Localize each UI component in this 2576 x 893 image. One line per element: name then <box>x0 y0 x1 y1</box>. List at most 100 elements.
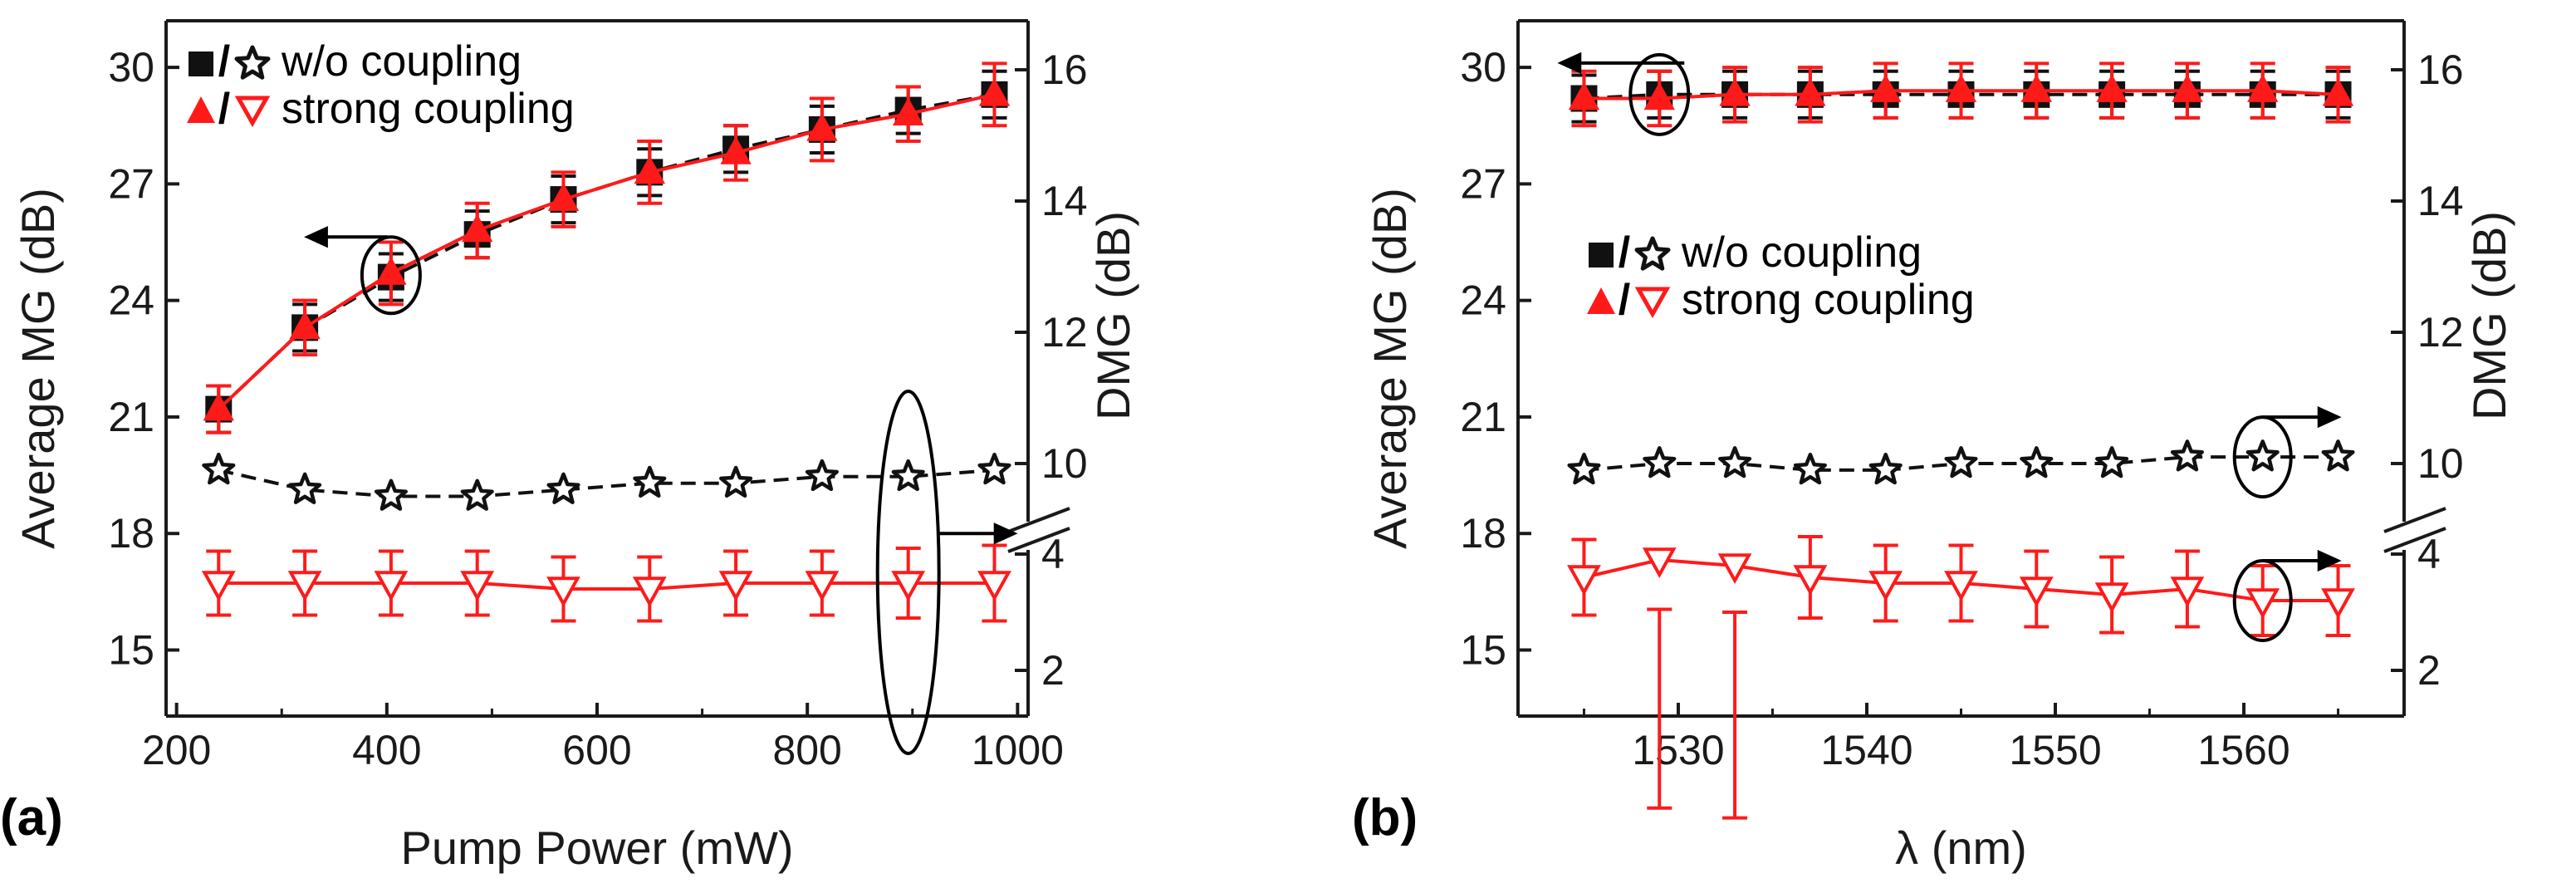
data-point <box>720 136 752 164</box>
x-tick-label: 200 <box>142 727 211 773</box>
y-left-axis-label: Average MG (dB) <box>1364 188 1416 549</box>
data-point <box>460 571 495 601</box>
data-point <box>374 571 409 601</box>
series-line <box>218 581 995 591</box>
y-left-tick-label: 30 <box>1460 44 1506 91</box>
data-point <box>1643 446 1677 478</box>
data-point <box>2322 77 2354 106</box>
x-tick-label: 400 <box>352 727 421 773</box>
data-point <box>461 213 493 243</box>
open-star-marker-icon <box>1634 236 1671 271</box>
y-left-tick-label: 15 <box>108 627 154 674</box>
data-point <box>202 452 236 485</box>
legend-separator: / <box>218 85 230 133</box>
legend-label-wo-coupling: w/o coupling <box>281 37 522 86</box>
data-point <box>1643 81 1675 110</box>
y-right-tick-label: 12 <box>2417 309 2464 356</box>
data-point <box>2170 577 2205 607</box>
y-left-tick-label: 30 <box>108 44 154 91</box>
data-point <box>1944 571 1978 601</box>
x-tick-label: 1530 <box>1632 727 1724 773</box>
y-right-axis-label: DMG (dB) <box>1087 211 1139 420</box>
data-point <box>806 113 838 141</box>
legend: / w/o coupling / strong coupling <box>1587 228 1975 324</box>
data-point <box>2321 439 2355 472</box>
y-right-tick-label: 2 <box>1041 647 1065 694</box>
data-point <box>1717 553 1752 584</box>
y-left-tick-label: 27 <box>108 160 154 207</box>
data-point <box>1944 446 1978 478</box>
y-left-tick-label: 18 <box>108 510 154 557</box>
y-right-tick-label: 4 <box>1041 531 1065 577</box>
series-line <box>218 468 995 498</box>
axis-break-mark <box>2383 507 2446 533</box>
data-point <box>1568 81 1600 110</box>
data-point <box>633 465 667 498</box>
data-point <box>1868 571 1903 601</box>
axis-pointer-annotations <box>304 226 1018 755</box>
data-point <box>977 571 1011 601</box>
data-point <box>2321 588 2355 619</box>
data-point <box>977 452 1011 485</box>
data-point <box>1567 452 1601 485</box>
ellipse-annotation <box>360 235 422 316</box>
x-axis-label: λ (nm) <box>1895 822 2027 874</box>
x-tick-label: 1540 <box>1820 727 1912 773</box>
open-down-triangle-marker-icon <box>1634 287 1671 319</box>
data-point <box>460 478 494 511</box>
ellipse-annotation <box>875 389 941 755</box>
data-point <box>203 392 234 421</box>
x-axis-label: Pump Power (mW) <box>401 822 794 874</box>
data-point <box>1869 74 1902 102</box>
data-point <box>1718 446 1752 478</box>
y-right-tick-label: 10 <box>1041 440 1088 487</box>
data-point <box>1567 565 1601 596</box>
axis-break-mark <box>1007 527 1070 553</box>
arrow-head-icon <box>2317 549 2342 572</box>
y-right-axis-label: DMG (dB) <box>2463 211 2515 420</box>
series-line <box>217 92 995 411</box>
data-point <box>547 183 580 211</box>
y-right-tick-label: 16 <box>1041 47 1088 93</box>
series-w-o-coupling-dmg <box>1567 439 2355 485</box>
panel-label: (a) <box>0 789 63 846</box>
panel-b-chart: 1530 1540 1550 15601518212427302410121416λ … <box>1352 19 2515 874</box>
y-left-tick-label: 27 <box>1460 160 1506 207</box>
filled-square-marker-icon <box>1589 243 1614 267</box>
series-strong-coupling-dmg <box>1567 535 2355 820</box>
filled-square-marker-icon <box>189 52 213 76</box>
data-point <box>978 77 1011 106</box>
data-point <box>634 155 665 184</box>
y-right-tick-label: 10 <box>2417 440 2464 487</box>
y-right-tick-label: 14 <box>2417 178 2464 224</box>
y-left-tick-label: 15 <box>1460 627 1506 674</box>
data-point <box>1793 565 1828 596</box>
legend-separator: / <box>1619 228 1630 277</box>
legend-label-strong-coupling: strong coupling <box>1682 276 1975 324</box>
data-point <box>375 257 407 285</box>
data-point <box>1795 77 1826 106</box>
y-right-tick-label: 16 <box>2417 47 2464 93</box>
data-point <box>2245 439 2280 472</box>
x-tick-label: 1550 <box>2009 727 2101 773</box>
data-point <box>374 478 408 511</box>
data-point <box>891 571 926 601</box>
series-w-o-coupling-dmg <box>202 452 1011 511</box>
x-tick-label: 800 <box>772 727 841 773</box>
axis-break-mark <box>2383 527 2446 553</box>
data-point <box>2245 588 2280 619</box>
data-point <box>2095 446 2129 478</box>
filled-triangle-marker-icon <box>187 96 215 123</box>
legend-label-strong-coupling: strong coupling <box>282 85 575 133</box>
axis-break-mark <box>1007 507 1070 533</box>
y-left-tick-label: 21 <box>108 394 154 440</box>
y-right-tick-label: 4 <box>2417 531 2441 577</box>
data-point <box>805 459 839 492</box>
y-right-tick-label: 12 <box>1041 309 1088 356</box>
data-point <box>719 465 753 498</box>
legend-separator: / <box>218 37 230 86</box>
y-right-tick-label: 2 <box>2417 647 2441 694</box>
data-point <box>287 571 322 601</box>
y-left-tick-label: 24 <box>1460 277 1506 324</box>
